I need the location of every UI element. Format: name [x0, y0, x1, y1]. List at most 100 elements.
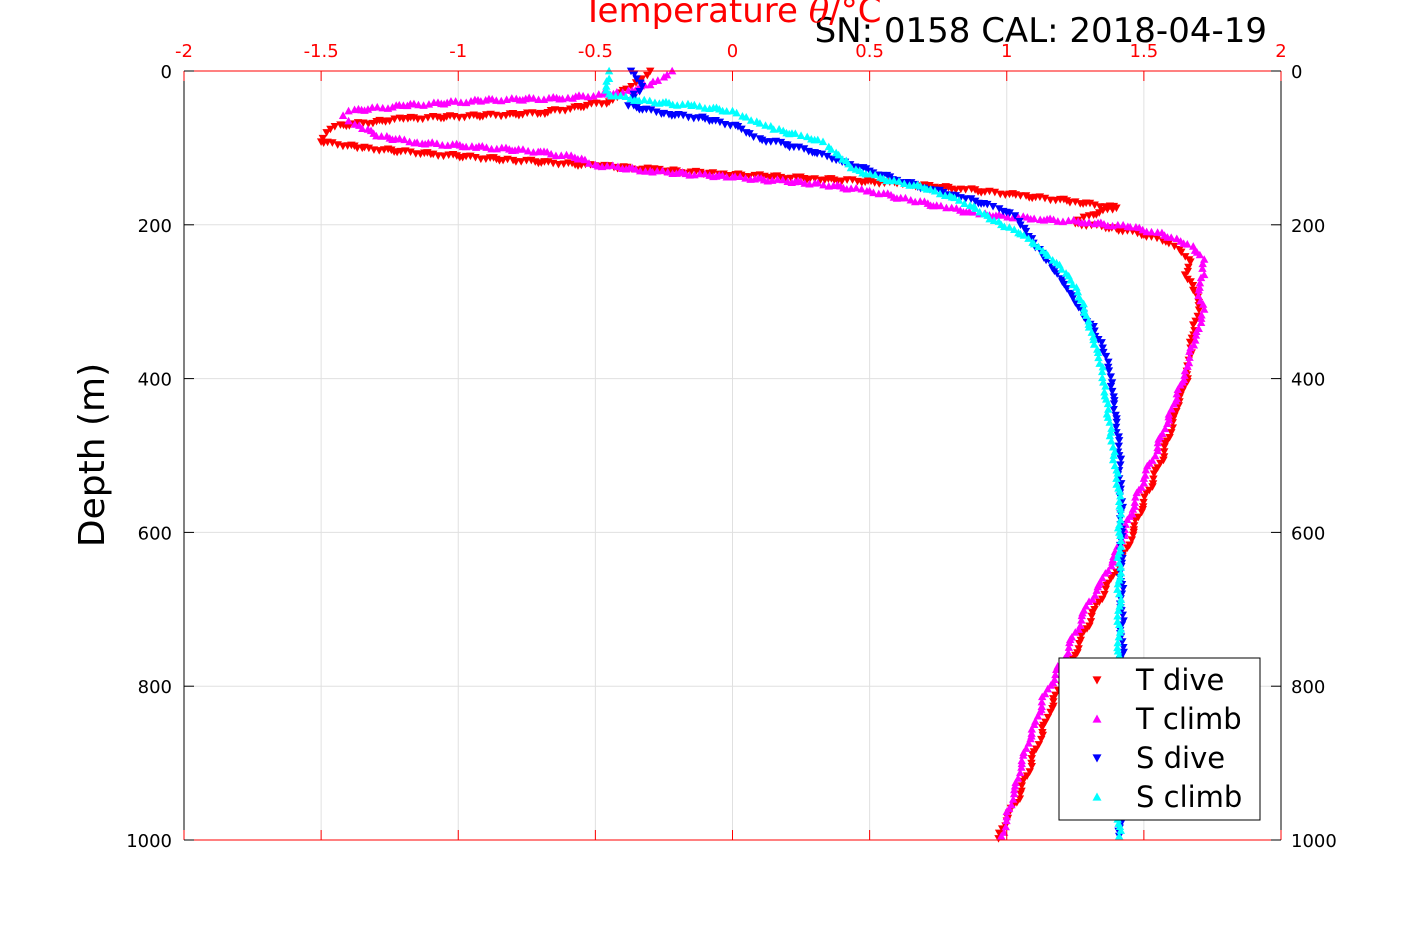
data-point-interp	[1147, 227, 1156, 236]
legend-marker	[1092, 714, 1102, 723]
data-point-interp	[1010, 785, 1019, 794]
data-point-interp	[1140, 493, 1149, 502]
data-point	[1128, 505, 1138, 513]
data-point	[1016, 192, 1025, 200]
data-point	[1109, 451, 1118, 459]
data-point	[827, 145, 836, 153]
data-point-interp	[791, 129, 800, 137]
data-point-interp	[1104, 358, 1113, 367]
data-point-interp	[817, 150, 827, 159]
data-point-interp	[803, 132, 812, 141]
y-tick-label-left: 400	[138, 370, 172, 391]
data-point-interp	[518, 145, 528, 153]
data-point-interp	[1064, 643, 1074, 651]
data-point-interp	[1164, 239, 1174, 248]
data-point-interp	[1048, 256, 1057, 264]
data-point-interp	[645, 96, 654, 105]
data-point-interp	[1079, 213, 1088, 222]
x-tick-label: 2	[1275, 41, 1286, 62]
data-point	[1068, 280, 1077, 289]
data-point-interp	[1097, 339, 1106, 347]
data-point-interp	[373, 102, 382, 111]
data-point	[1098, 362, 1107, 371]
data-point-interp	[1000, 222, 1009, 231]
data-point-interp	[1116, 542, 1125, 550]
data-point-interp	[1111, 423, 1121, 432]
data-point-interp	[741, 174, 750, 182]
data-point	[755, 119, 765, 127]
data-point-interp	[1017, 763, 1026, 771]
data-point	[344, 116, 353, 125]
data-point-interp	[1191, 331, 1201, 339]
data-point	[602, 82, 611, 90]
data-point-interp	[1198, 300, 1208, 308]
data-point-interp	[715, 118, 725, 127]
data-point-interp	[851, 183, 861, 192]
data-point	[1156, 459, 1165, 468]
data-point-interp	[511, 158, 521, 166]
data-point	[1010, 212, 1020, 220]
data-point-interp	[1185, 347, 1194, 355]
data-point-interp	[1005, 209, 1014, 217]
data-point-interp	[631, 165, 640, 173]
data-point	[1101, 382, 1110, 390]
y-tick-label-left: 1000	[126, 831, 172, 852]
data-point-interp	[560, 107, 570, 115]
series-t-dive	[316, 67, 1204, 843]
data-point	[1112, 474, 1121, 482]
data-point-interp	[491, 111, 501, 120]
data-point-interp	[930, 186, 940, 195]
data-point-interp	[869, 188, 878, 197]
data-point-interp	[732, 108, 741, 117]
data-point	[818, 137, 828, 146]
legend-marker	[1092, 676, 1102, 685]
y-axis-label: Depth (m)	[72, 363, 113, 547]
data-point-interp	[533, 110, 542, 119]
data-point	[1123, 544, 1132, 552]
data-point	[1180, 271, 1190, 279]
data-point-interp	[1181, 253, 1190, 261]
data-point-interp	[1112, 418, 1121, 427]
data-point-interp	[1127, 536, 1137, 544]
y-tick-label-left: 0	[161, 62, 172, 83]
data-point-interp	[1113, 220, 1123, 229]
data-point-interp	[1160, 424, 1170, 433]
data-point-interp	[359, 119, 368, 128]
data-point-interp	[690, 100, 699, 109]
data-point-interp	[1091, 601, 1101, 609]
data-point-interp	[1024, 234, 1033, 242]
data-point-interp	[1129, 531, 1138, 540]
data-point-interp	[1113, 611, 1122, 620]
data-point-interp	[1116, 531, 1125, 539]
legend-label: S dive	[1136, 741, 1225, 775]
data-point-interp	[554, 161, 563, 169]
data-point	[742, 112, 751, 121]
data-point-interp	[640, 95, 649, 104]
data-point-interp	[1152, 234, 1162, 243]
data-point-interp	[608, 161, 617, 169]
data-point-interp	[1195, 278, 1205, 287]
data-point-interp	[1009, 789, 1019, 798]
data-point-interp	[1043, 684, 1052, 693]
data-point-interp	[1108, 387, 1117, 396]
data-point-interp	[1184, 263, 1193, 272]
y-tick-label-left: 600	[138, 523, 172, 544]
data-point-interp	[865, 169, 875, 178]
data-point-interp	[1113, 643, 1122, 652]
data-point	[624, 102, 633, 110]
data-point-interp	[1098, 206, 1108, 215]
x-tick-label: 1.5	[1130, 41, 1159, 62]
data-point-interp	[1101, 585, 1111, 594]
data-point-interp	[1172, 407, 1181, 416]
data-point-interp	[1106, 373, 1115, 381]
data-point-interp	[1017, 782, 1027, 790]
data-point-interp	[1115, 822, 1125, 830]
data-point-interp	[388, 102, 397, 111]
data-point-interp	[1153, 446, 1162, 455]
data-point-interp	[776, 138, 786, 147]
legend-label: T dive	[1135, 663, 1224, 697]
data-point-interp	[819, 180, 828, 189]
data-point-interp	[1038, 692, 1047, 701]
data-point-interp	[1094, 353, 1103, 362]
